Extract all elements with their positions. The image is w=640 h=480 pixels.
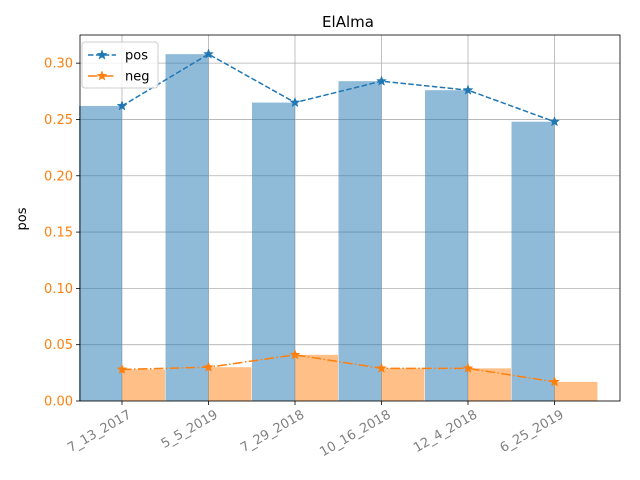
bar-neg	[468, 368, 511, 401]
series-line-neg	[121, 354, 555, 383]
bar-neg	[554, 381, 598, 401]
axes	[79, 34, 621, 402]
point-neg	[462, 362, 474, 373]
y-axis-label: pos	[15, 207, 30, 230]
bar-neg	[295, 354, 338, 401]
bar-pos	[425, 90, 468, 401]
y-tick-label: 0.00	[44, 395, 73, 410]
y-ticks: 0.00 0.05 0.10 0.15 0.20 0.25 0.30	[44, 57, 80, 410]
point-pos	[203, 48, 214, 59]
point-pos	[462, 84, 474, 95]
point-pos	[289, 96, 301, 108]
legend-label-pos: pos	[125, 49, 148, 64]
y-tick-label: 0.30	[44, 57, 73, 72]
legend-marker-pos	[96, 49, 108, 60]
chart-title: ElAlma	[322, 13, 374, 31]
point-neg	[289, 349, 301, 360]
bar-pos	[511, 121, 555, 402]
point-pos	[376, 75, 387, 86]
bar-pos	[79, 105, 122, 401]
point-neg	[376, 362, 387, 373]
point-neg	[203, 361, 214, 372]
point-neg	[549, 376, 560, 387]
bar-neg	[208, 367, 252, 401]
bar-pos	[338, 81, 382, 402]
bars	[79, 54, 598, 402]
bar-pos	[165, 54, 209, 401]
bar-neg	[381, 368, 425, 401]
y-tick-label: 0.05	[44, 338, 73, 353]
point-pos	[116, 100, 128, 111]
plot-frame	[79, 34, 621, 402]
point-neg	[116, 363, 128, 375]
series-lines	[116, 48, 560, 387]
legend-marker-neg	[96, 70, 108, 81]
y-tick-label: 0.25	[44, 113, 73, 128]
y-tick-label: 0.20	[44, 169, 73, 184]
bar-pos	[252, 102, 295, 402]
bar-neg	[122, 369, 165, 401]
y-tick-label: 0.10	[44, 282, 73, 297]
series-line-pos	[121, 53, 555, 123]
point-pos	[549, 115, 560, 127]
y-tick-label: 0.15	[44, 226, 73, 241]
legend-label-neg: neg	[125, 70, 150, 85]
legend: pos neg	[81, 41, 159, 89]
